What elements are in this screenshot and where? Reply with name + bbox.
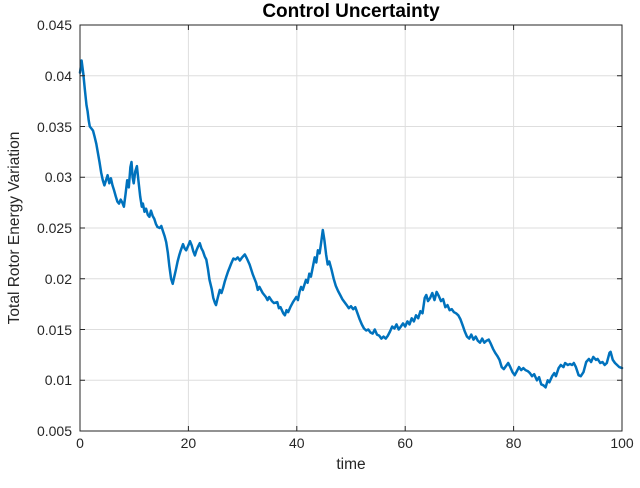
y-tick-label: 0.045 bbox=[36, 17, 72, 33]
y-tick-label: 0.025 bbox=[36, 220, 72, 236]
x-tick-label: 100 bbox=[610, 435, 634, 451]
y-tick-label: 0.005 bbox=[36, 423, 72, 439]
y-tick-label: 0.015 bbox=[36, 321, 72, 338]
y-tick-label: 0.035 bbox=[36, 118, 72, 135]
chart-title: Control Uncertainty bbox=[262, 1, 440, 22]
x-axis-label: time bbox=[336, 456, 366, 473]
data-line-total-rotor-energy-variation bbox=[78, 59, 624, 389]
y-tick-label: 0.01 bbox=[44, 372, 72, 389]
x-tick-label: 0 bbox=[76, 435, 84, 451]
x-tick-label: 60 bbox=[397, 435, 413, 451]
y-tick-label: 0.04 bbox=[44, 67, 72, 84]
x-tick-label: 20 bbox=[180, 435, 197, 451]
y-tick-label: 0.03 bbox=[44, 169, 72, 186]
y-tick-label: 0.02 bbox=[44, 270, 72, 287]
x-tick-label: 40 bbox=[289, 435, 305, 451]
x-tick-label: 80 bbox=[505, 435, 522, 451]
